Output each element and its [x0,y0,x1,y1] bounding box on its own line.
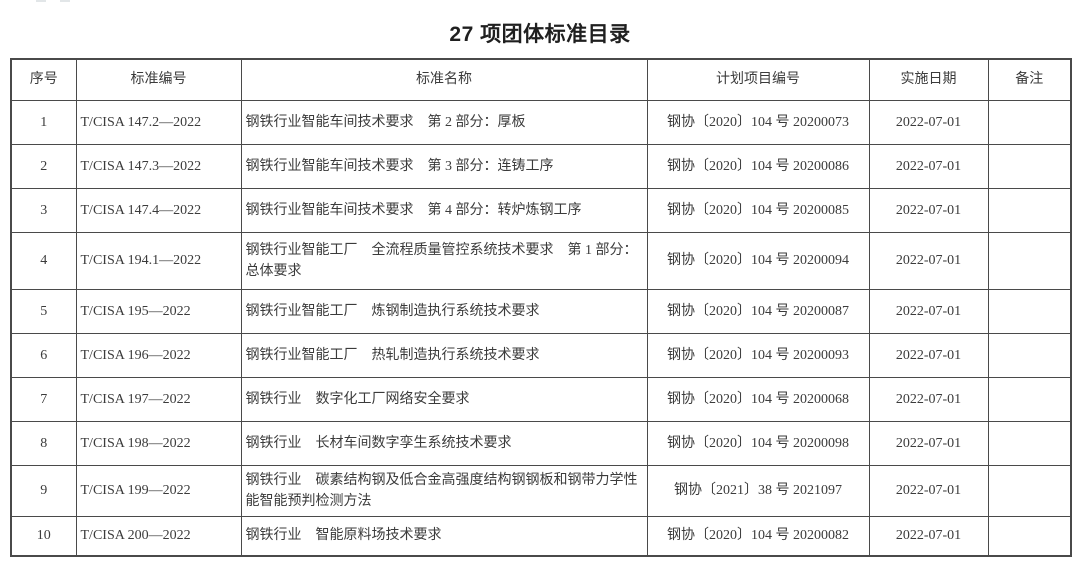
table-body: 1 T/CISA 147.2—2022 钢铁行业智能车间技术要求 第 2 部分：… [10,99,1072,557]
cell-remarks [987,464,1072,517]
cell-serial-number: 3 [10,187,77,233]
cell-standard-name: 钢铁行业智能车间技术要求 第 3 部分：连铸工序 [240,143,648,189]
cell-standard-name: 钢铁行业智能工厂 热轧制造执行系统技术要求 [240,332,648,378]
cell-remarks [987,231,1072,290]
cell-standard-name: 钢铁行业 长材车间数字孪生系统技术要求 [240,420,648,466]
header-remarks: 备注 [987,58,1072,101]
cell-standard-number: T/CISA 147.3—2022 [75,143,242,189]
cell-standard-number: T/CISA 200—2022 [75,515,242,557]
cell-remarks [987,143,1072,189]
cell-standard-number: T/CISA 147.2—2022 [75,99,242,145]
cell-plan-project-number: 钢协〔2020〕104 号 20200086 [646,143,870,189]
cell-standard-number: T/CISA 198—2022 [75,420,242,466]
cell-standard-name: 钢铁行业智能车间技术要求 第 2 部分：厚板 [240,99,648,145]
page-title: 27 项团体标准目录 [449,23,631,46]
cell-serial-number: 7 [10,376,77,422]
cell-standard-number: T/CISA 195—2022 [75,288,242,334]
cell-implementation-date: 2022-07-01 [868,99,989,145]
cell-implementation-date: 2022-07-01 [868,187,989,233]
cell-remarks [987,99,1072,145]
cell-serial-number: 2 [10,143,77,189]
header-standard-number: 标准编号 [75,58,242,101]
cell-implementation-date: 2022-07-01 [868,332,989,378]
cell-implementation-date: 2022-07-01 [868,231,989,290]
cell-standard-name: 钢铁行业 智能原料场技术要求 [240,515,648,557]
cell-remarks [987,288,1072,334]
cell-serial-number: 6 [10,332,77,378]
cell-standard-name: 钢铁行业智能工厂 炼钢制造执行系统技术要求 [240,288,648,334]
cell-standard-number: T/CISA 197—2022 [75,376,242,422]
table-row: 4 T/CISA 194.1—2022 钢铁行业智能工厂 全流程质量管控系统技术… [10,231,1072,290]
table-row: 6 T/CISA 196—2022 钢铁行业智能工厂 热轧制造执行系统技术要求 … [10,332,1072,378]
header-standard-name: 标准名称 [240,58,648,101]
cell-plan-project-number: 钢协〔2020〕104 号 20200093 [646,332,870,378]
cell-plan-project-number: 钢协〔2020〕104 号 20200073 [646,99,870,145]
cell-standard-number: T/CISA 194.1—2022 [75,231,242,290]
cell-standard-name: 钢铁行业智能车间技术要求 第 4 部分：转炉炼钢工序 [240,187,648,233]
cropped-text-artifact [36,0,96,3]
table-row: 2 T/CISA 147.3—2022 钢铁行业智能车间技术要求 第 3 部分：… [10,143,1072,189]
table-header-row: 序号 标准编号 标准名称 计划项目编号 实施日期 备注 [10,58,1072,101]
cell-remarks [987,376,1072,422]
cell-standard-name: 钢铁行业智能工厂 全流程质量管控系统技术要求 第 1 部分：总体要求 [240,231,648,290]
standards-table: 序号 标准编号 标准名称 计划项目编号 实施日期 备注 1 T/CISA 147… [10,58,1072,557]
cell-plan-project-number: 钢协〔2020〕104 号 20200094 [646,231,870,290]
cell-standard-number: T/CISA 147.4—2022 [75,187,242,233]
cell-standard-number: T/CISA 196—2022 [75,332,242,378]
cell-standard-name: 钢铁行业 数字化工厂网络安全要求 [240,376,648,422]
cell-implementation-date: 2022-07-01 [868,376,989,422]
cell-implementation-date: 2022-07-01 [868,464,989,517]
cell-standard-name: 钢铁行业 碳素结构钢及低合金高强度结构钢钢板和钢带力学性能智能预判检测方法 [240,464,648,517]
cell-remarks [987,515,1072,557]
header-plan-project-number: 计划项目编号 [646,58,870,101]
cell-implementation-date: 2022-07-01 [868,515,989,557]
table-row: 8 T/CISA 198—2022 钢铁行业 长材车间数字孪生系统技术要求 钢协… [10,420,1072,466]
cell-serial-number: 5 [10,288,77,334]
cell-plan-project-number: 钢协〔2020〕104 号 20200082 [646,515,870,557]
cell-serial-number: 8 [10,420,77,466]
cell-standard-number: T/CISA 199—2022 [75,464,242,517]
cell-plan-project-number: 钢协〔2020〕104 号 20200085 [646,187,870,233]
cell-plan-project-number: 钢协〔2020〕104 号 20200068 [646,376,870,422]
table-row: 7 T/CISA 197—2022 钢铁行业 数字化工厂网络安全要求 钢协〔20… [10,376,1072,422]
cell-implementation-date: 2022-07-01 [868,143,989,189]
cell-serial-number: 9 [10,464,77,517]
cell-implementation-date: 2022-07-01 [868,420,989,466]
cell-serial-number: 10 [10,515,77,557]
table-row: 3 T/CISA 147.4—2022 钢铁行业智能车间技术要求 第 4 部分：… [10,187,1072,233]
cell-serial-number: 1 [10,99,77,145]
cell-serial-number: 4 [10,231,77,290]
table-row: 1 T/CISA 147.2—2022 钢铁行业智能车间技术要求 第 2 部分：… [10,99,1072,145]
header-implementation-date: 实施日期 [868,58,989,101]
table-row: 5 T/CISA 195—2022 钢铁行业智能工厂 炼钢制造执行系统技术要求 … [10,288,1072,334]
cell-plan-project-number: 钢协〔2021〕38 号 2021097 [646,464,870,517]
cell-remarks [987,420,1072,466]
table-row: 10 T/CISA 200—2022 钢铁行业 智能原料场技术要求 钢协〔202… [10,515,1072,557]
cell-remarks [987,332,1072,378]
cell-plan-project-number: 钢协〔2020〕104 号 20200087 [646,288,870,334]
cell-plan-project-number: 钢协〔2020〕104 号 20200098 [646,420,870,466]
table-row: 9 T/CISA 199—2022 钢铁行业 碳素结构钢及低合金高强度结构钢钢板… [10,464,1072,517]
table-header: 序号 标准编号 标准名称 计划项目编号 实施日期 备注 [10,58,1072,101]
cell-remarks [987,187,1072,233]
header-serial-number: 序号 [10,58,77,101]
cell-implementation-date: 2022-07-01 [868,288,989,334]
